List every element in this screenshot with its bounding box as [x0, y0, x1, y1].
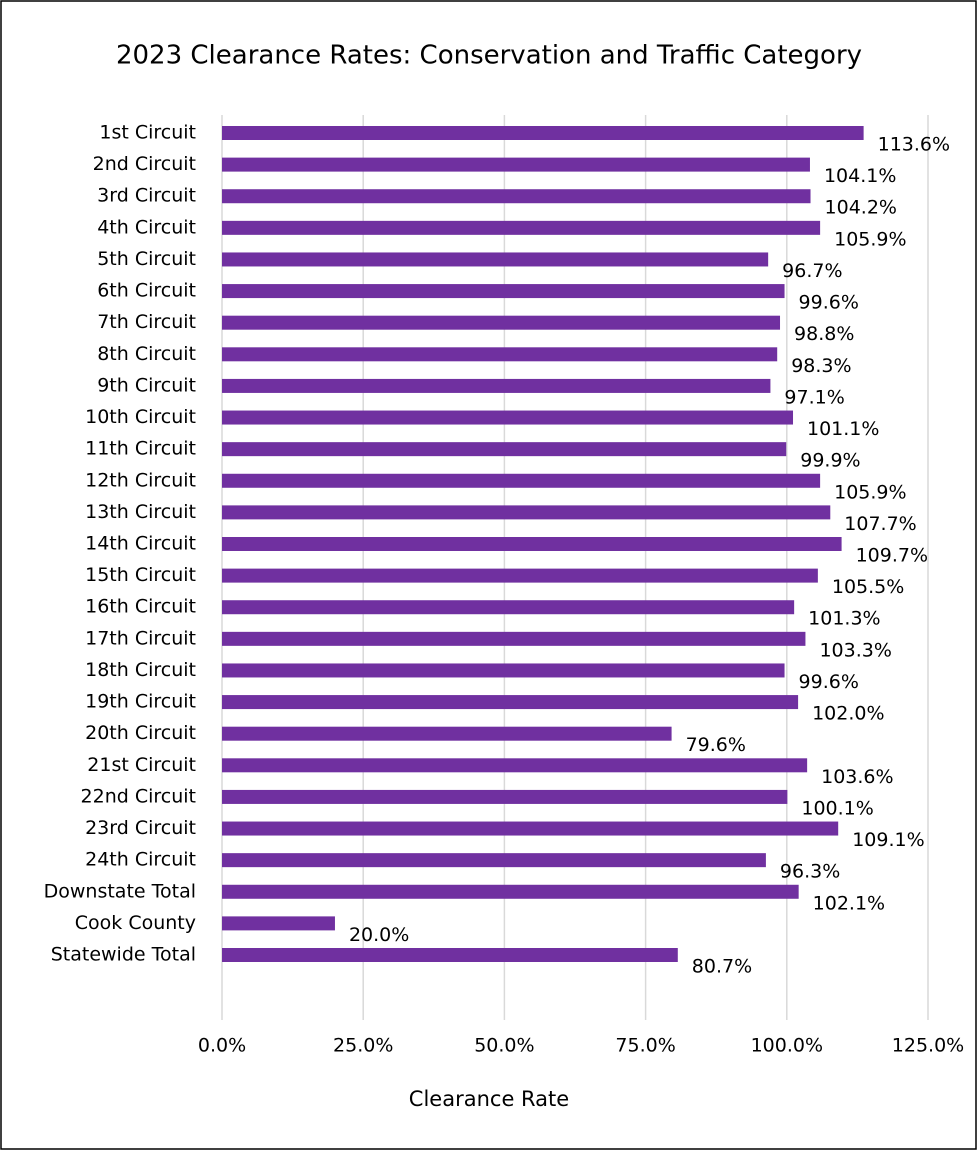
y-tick-label: 13th Circuit	[85, 501, 196, 523]
bar	[222, 568, 818, 583]
data-label: 103.6%	[821, 766, 893, 788]
bar	[222, 189, 811, 204]
bar	[222, 853, 766, 868]
x-tick-label: 25.0%	[333, 1035, 393, 1057]
y-tick-label: 19th Circuit	[85, 691, 196, 713]
data-label: 80.7%	[692, 956, 752, 978]
data-label: 20.0%	[349, 924, 409, 946]
x-tick-label: 50.0%	[474, 1035, 534, 1057]
bar	[222, 821, 839, 836]
bar	[222, 600, 795, 615]
y-tick-label: 6th Circuit	[97, 280, 196, 302]
bar	[222, 442, 787, 457]
data-label: 99.6%	[799, 292, 859, 314]
y-tick-label: 12th Circuit	[85, 469, 196, 491]
bar	[222, 126, 864, 140]
y-tick-label: Cook County	[75, 912, 196, 934]
bar	[222, 157, 810, 172]
data-label: 100.1%	[801, 797, 873, 819]
bar	[222, 252, 769, 267]
x-tick-label: 0.0%	[198, 1035, 246, 1057]
bar	[222, 758, 808, 773]
y-tick-label: 5th Circuit	[97, 248, 196, 270]
y-tick-label: 3rd Circuit	[97, 185, 196, 207]
y-tick-label: 18th Circuit	[85, 659, 196, 681]
x-axis-title: Clearance Rate	[409, 1087, 569, 1111]
data-label: 98.3%	[791, 355, 851, 377]
bar	[222, 347, 778, 362]
data-label: 96.3%	[780, 861, 840, 883]
bar	[222, 220, 821, 235]
y-tick-label: 14th Circuit	[85, 533, 196, 555]
bar	[222, 726, 672, 741]
data-label: 103.3%	[819, 639, 891, 661]
bar	[222, 884, 799, 899]
data-label: 99.6%	[799, 671, 859, 693]
bar	[222, 916, 335, 931]
y-tick-label: 1st Circuit	[99, 122, 196, 144]
data-label: 98.8%	[794, 323, 854, 345]
data-label: 109.7%	[856, 545, 928, 567]
y-tick-label: 16th Circuit	[85, 596, 196, 618]
y-tick-label: 23rd Circuit	[85, 817, 196, 839]
y-tick-label: 4th Circuit	[97, 216, 196, 238]
data-label: 107.7%	[844, 513, 916, 535]
y-tick-label: Downstate Total	[44, 880, 196, 902]
data-label: 109.1%	[852, 829, 924, 851]
bar	[222, 948, 678, 962]
data-label: 102.1%	[813, 892, 885, 914]
bar	[222, 410, 794, 425]
data-label: 105.9%	[834, 481, 906, 503]
y-tick-label: 8th Circuit	[97, 343, 196, 365]
y-tick-label: Statewide Total	[51, 944, 196, 966]
data-label: 99.9%	[800, 450, 860, 472]
y-tick-label: 22nd Circuit	[81, 785, 196, 807]
data-label: 105.9%	[834, 228, 906, 250]
bar	[222, 789, 788, 804]
y-tick-label: 11th Circuit	[85, 438, 196, 460]
data-label: 97.1%	[784, 386, 844, 408]
bar	[222, 505, 831, 520]
x-tick-label: 125.0%	[892, 1035, 964, 1057]
bar	[222, 473, 821, 488]
y-tick-label: 21st Circuit	[87, 754, 196, 776]
y-tick-label: 17th Circuit	[85, 627, 196, 649]
y-tick-label: 9th Circuit	[97, 374, 196, 396]
y-tick-label: 7th Circuit	[97, 311, 196, 333]
data-label: 79.6%	[686, 734, 746, 756]
data-label: 113.6%	[878, 134, 950, 156]
data-label: 101.1%	[807, 418, 879, 440]
bar	[222, 631, 806, 646]
data-label: 101.3%	[808, 608, 880, 630]
x-tick-label: 100.0%	[751, 1035, 823, 1057]
chart-title: 2023 Clearance Rates: Conservation and T…	[116, 41, 862, 71]
data-label: 104.1%	[824, 165, 896, 187]
bar	[222, 537, 842, 551]
y-tick-label: 15th Circuit	[85, 564, 196, 586]
data-label: 96.7%	[782, 260, 842, 282]
y-tick-label: 20th Circuit	[85, 722, 196, 744]
data-label: 105.5%	[832, 576, 904, 598]
y-tick-label: 2nd Circuit	[93, 153, 196, 175]
y-tick-label: 24th Circuit	[85, 849, 196, 871]
data-label: 104.2%	[825, 197, 897, 219]
bar	[222, 315, 781, 330]
bar	[222, 695, 799, 710]
bar	[222, 663, 785, 678]
bar	[222, 284, 785, 299]
y-tick-label: 10th Circuit	[85, 406, 196, 428]
bar	[222, 378, 771, 393]
x-tick-label: 75.0%	[615, 1035, 675, 1057]
data-label: 102.0%	[812, 703, 884, 725]
